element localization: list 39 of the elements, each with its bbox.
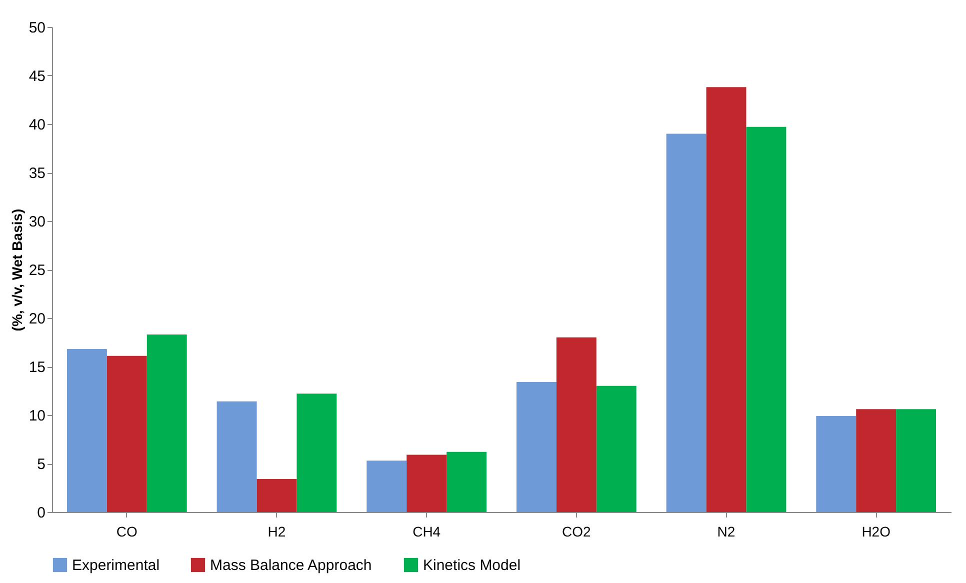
y-axis-title: (%, v/v, Wet Basis) [8,208,25,332]
y-tick-label: 5 [37,456,46,473]
bar [706,87,746,512]
x-tick-label: CO [116,524,138,540]
bar [556,337,596,512]
bar [106,356,147,512]
bar [146,334,187,512]
bar [256,479,297,512]
legend-label: Mass Balance Approach [210,557,372,574]
bar [666,134,706,512]
legend-label: Experimental [72,557,160,574]
y-tick-label: 45 [28,68,46,85]
bar [516,382,556,512]
y-tick-label: 0 [37,504,46,522]
bar [66,349,107,512]
y-tick-label: 10 [28,408,46,424]
bar [446,452,487,512]
bar [406,454,447,512]
bar [816,416,856,512]
bar [856,409,896,512]
bar [216,401,257,512]
bar [296,394,337,512]
y-tick-label: 35 [28,165,46,182]
x-tick-label: CH4 [412,524,441,540]
x-tick-label: H2 [268,524,286,540]
x-tick-label: H2O [862,524,891,540]
legend-label: Kinetics Model [423,557,521,574]
y-tick-label: 50 [28,20,46,36]
y-tick-label: 15 [28,359,46,376]
y-tick-label: 30 [28,214,46,230]
bar [366,460,407,512]
y-tick-label: 40 [28,116,46,134]
y-tick-label: 25 [28,262,46,279]
y-tick-label: 20 [28,310,46,328]
bar [596,386,636,512]
x-tick-label: N2 [717,524,736,540]
bar [896,409,936,512]
bar [746,126,786,512]
x-tick-label: CO2 [562,524,592,540]
